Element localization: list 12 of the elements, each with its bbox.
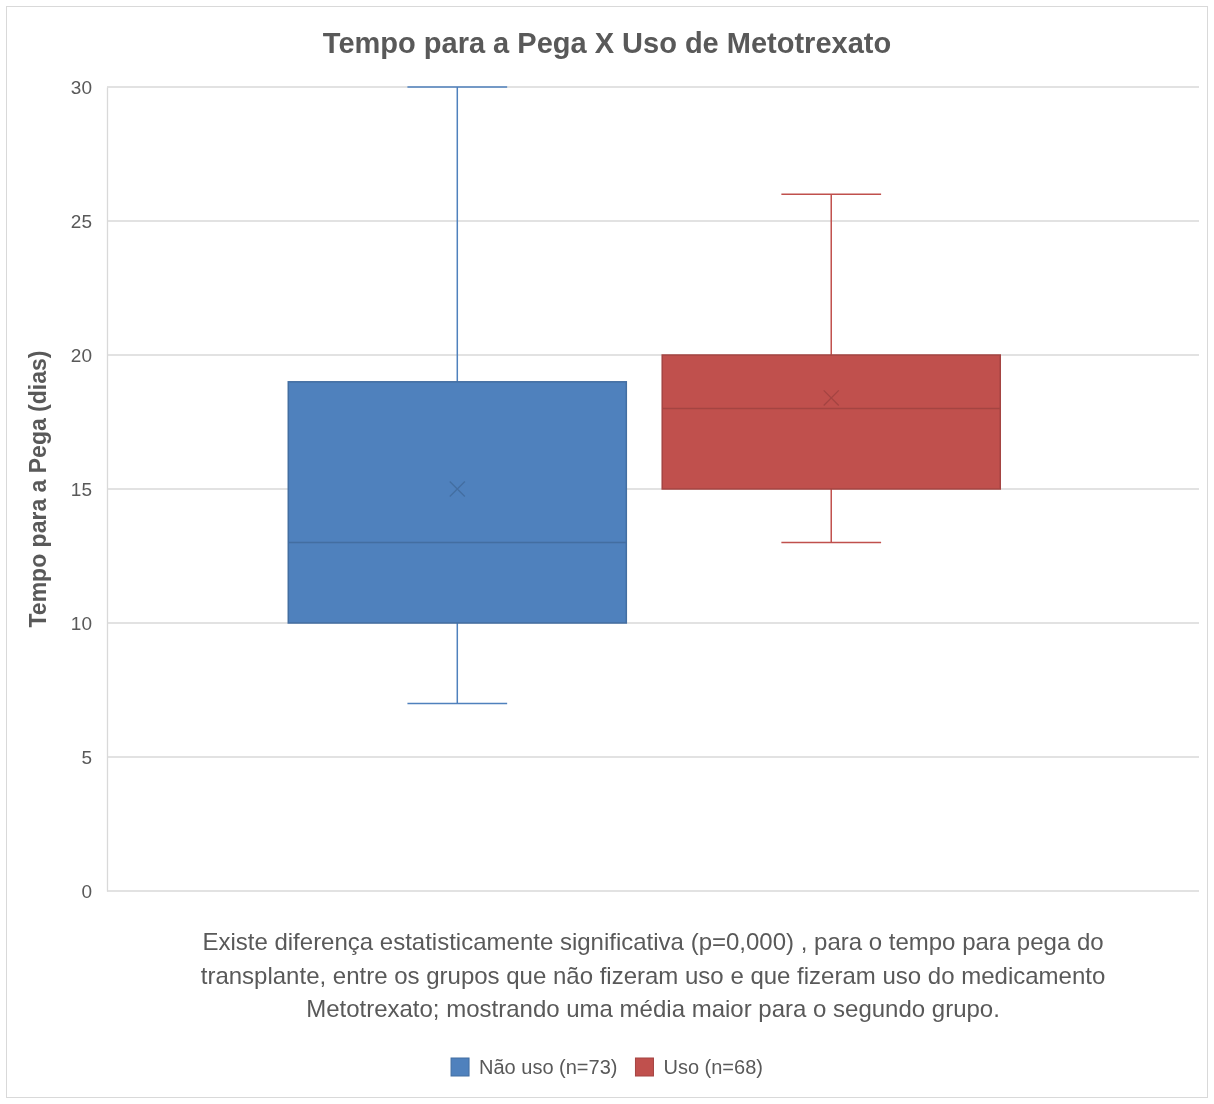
y-tick-label: 10 (70, 612, 92, 634)
legend-label: Não uso (n=73) (479, 1056, 618, 1078)
y-tick-label: 20 (70, 344, 92, 366)
y-axis-title: Tempo para a Pega (dias) (25, 350, 51, 628)
y-tick-label: 25 (70, 210, 92, 232)
legend-label: Uso (n=68) (663, 1056, 763, 1078)
y-tick-label: 30 (70, 76, 92, 98)
y-tick-label: 15 (70, 478, 92, 500)
chart-title: Tempo para a Pega X Uso de Metotrexato (322, 27, 892, 59)
y-tick-label: 0 (81, 880, 92, 902)
text: Existe diferença estatisticamente significativa (p=0,000) , para o tempo para pega do transplante, entre os grupos que não fizeram uso e que fizeram uso do medicamento Metotrexato; mostrando uma média maior para o segundo grupo. (200, 928, 1106, 1022)
y-tick-label: 5 (81, 746, 92, 768)
